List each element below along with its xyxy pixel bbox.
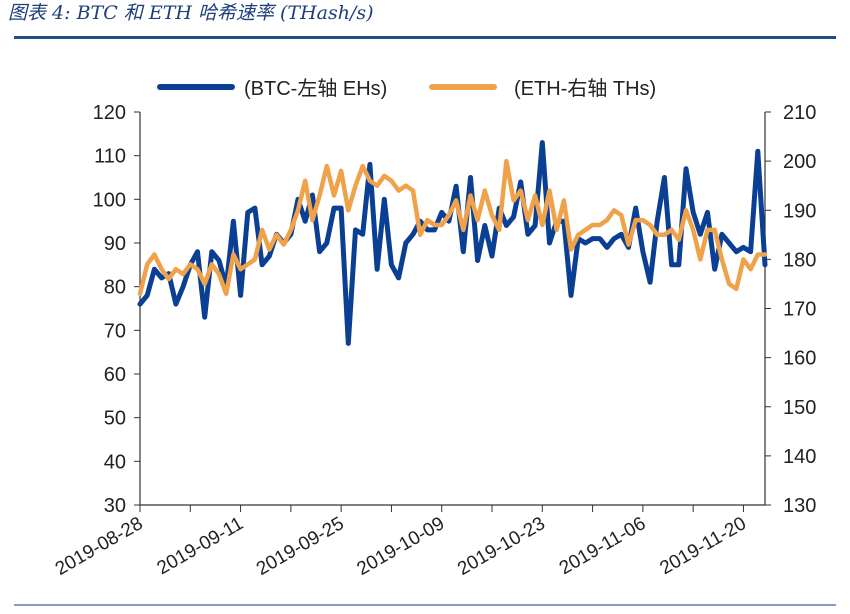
y-left-tick-label: 40 — [104, 451, 126, 473]
btc-series-line — [137, 140, 768, 346]
axes-group — [139, 112, 766, 506]
x-tick-label: 2019-09-11 — [154, 513, 247, 579]
y-left-tick-label: 50 — [104, 408, 126, 430]
x-tick-label: 2019-11-06 — [556, 513, 649, 579]
x-tick-label: 2019-10-23 — [454, 513, 549, 580]
y-right-tick-label: 190 — [783, 200, 816, 222]
y-right-tick-label: 130 — [783, 495, 816, 517]
series-lines — [137, 140, 768, 346]
legend-label-eth: (ETH-右轴 THs) — [514, 77, 656, 100]
x-tick-label: 2019-09-25 — [253, 513, 348, 580]
y-right-tick-label: 170 — [783, 299, 816, 321]
footer-rule — [14, 604, 836, 606]
x-tick-label: 2019-10-09 — [354, 513, 449, 580]
y-left-tick-label: 30 — [104, 495, 126, 517]
legend-label-btc: (BTC-左轴 EHs) — [244, 77, 387, 100]
x-tick-label: 2019-08-28 — [52, 513, 147, 580]
y-left-tick-label: 90 — [104, 233, 126, 255]
y-right-tick-label: 140 — [783, 446, 816, 468]
y-left-tick-label: 60 — [104, 364, 126, 386]
y-left-tick-label: 110 — [94, 146, 126, 168]
y-right-tick-label: 150 — [783, 397, 816, 419]
figure-title: 图表 4: BTC 和 ETH 哈希速率 (THash/s) — [8, 2, 374, 24]
y-right-tick-label: 200 — [783, 151, 816, 173]
eth-series-line — [137, 158, 768, 297]
title-rule — [14, 36, 836, 39]
y-left-tick-label: 100 — [93, 189, 126, 211]
y-left-tick-label: 70 — [104, 320, 126, 342]
y-left-tick-label: 120 — [93, 102, 126, 124]
y-left-tick-label: 80 — [104, 277, 126, 299]
ticks-group: 30 40 50 60 70 80 90 100 110 120 130 140 150 160 170 18… — [52, 102, 817, 580]
x-tick-label: 2019-11-20 — [656, 513, 749, 579]
legend: (BTC-左轴 EHs) (ETH-右轴 THs) — [157, 77, 656, 100]
y-right-tick-label: 210 — [783, 102, 816, 124]
y-right-tick-label: 180 — [783, 249, 816, 271]
y-right-tick-label: 160 — [783, 348, 816, 370]
